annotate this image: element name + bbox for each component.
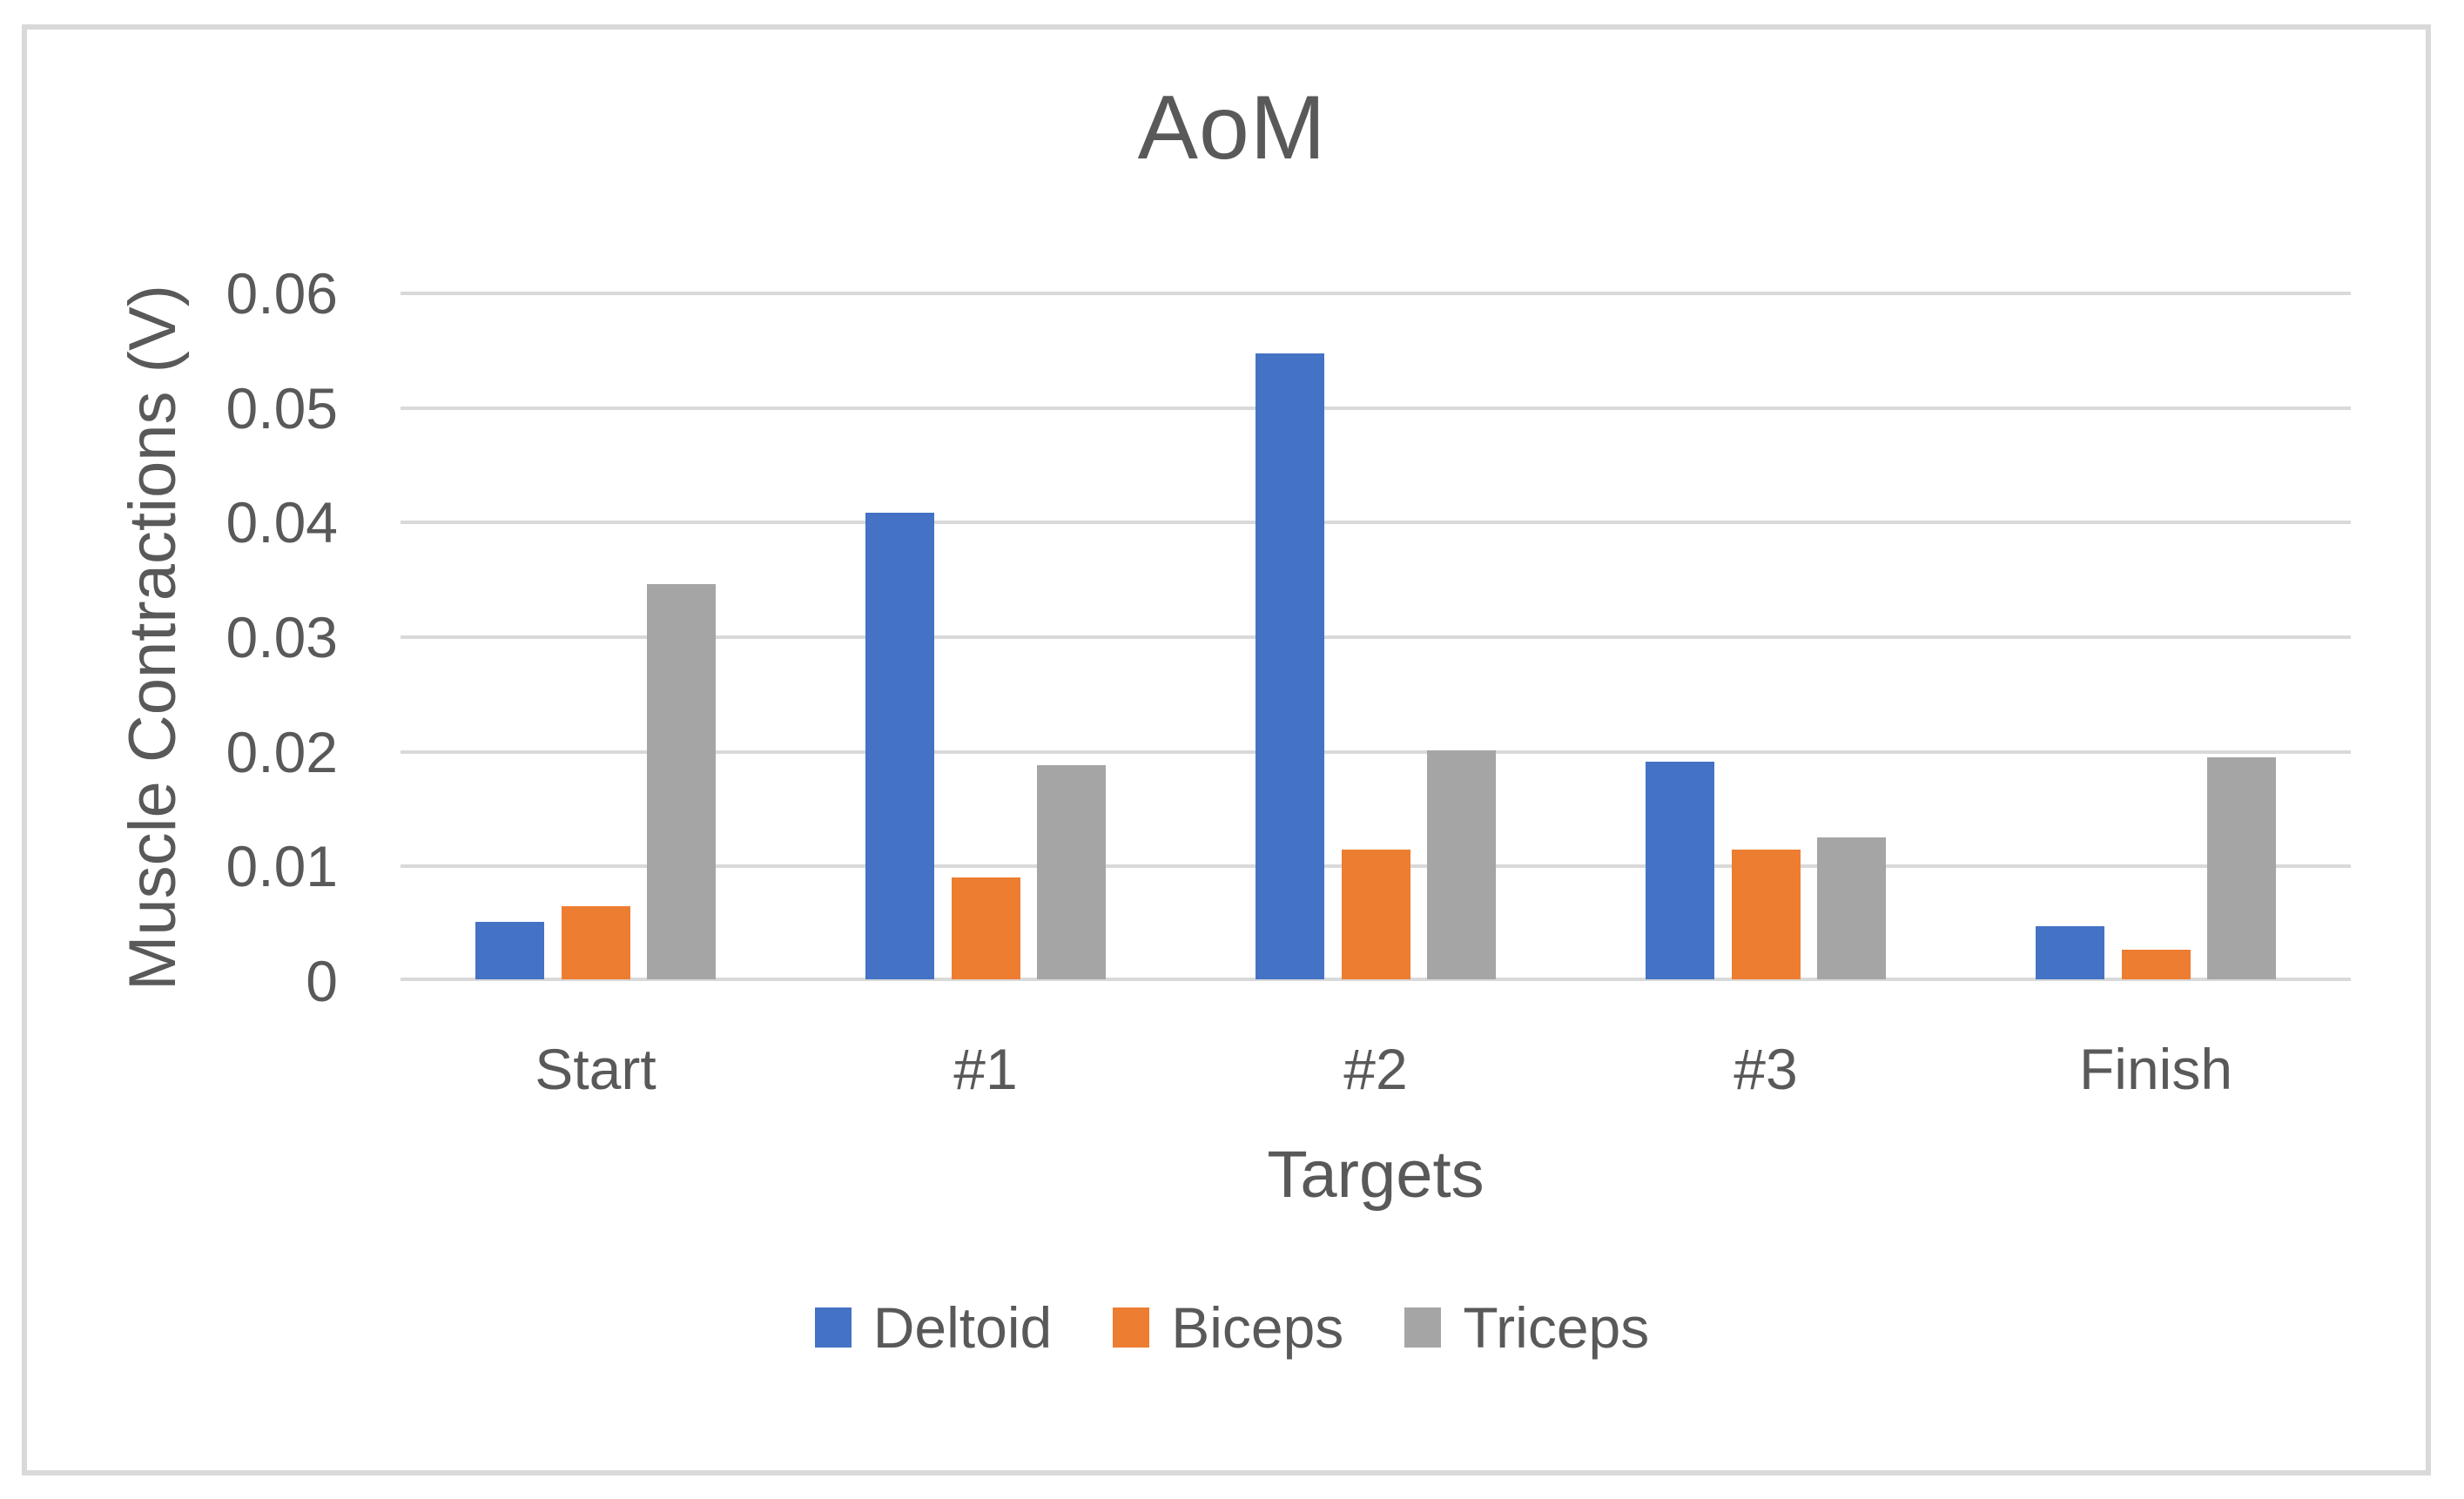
x-axis-category-label: #3 — [1734, 1037, 1798, 1101]
bar-triceps-1 — [647, 583, 717, 979]
y-axis-tick-label: 0.05 — [226, 375, 338, 440]
bar-triceps-2 — [1037, 764, 1107, 979]
legend-marker-biceps — [1113, 1307, 1150, 1348]
y-axis-tick-labels: 0.06 0.05 0.04 0.03 0.02 0.01 0 — [0, 261, 338, 1013]
chart-title: AoM — [1137, 77, 1327, 178]
bar-deltoid-2 — [865, 513, 934, 979]
x-axis-category-label: #2 — [1343, 1037, 1408, 1101]
y-axis-tick-label: 0.03 — [226, 605, 338, 669]
x-axis-title: Targets — [1267, 1138, 1484, 1212]
x-axis-category-label: Finish — [2078, 1037, 2233, 1101]
bar-triceps-5 — [2207, 756, 2277, 979]
legend-label: Triceps — [1463, 1295, 1650, 1360]
bar-biceps-1 — [561, 905, 630, 979]
x-axis-category-labels: Start #1 #2 #3 Finish — [401, 1036, 2351, 1106]
y-axis-tick-label: 0.01 — [226, 834, 338, 899]
legend-marker-deltoid — [814, 1307, 852, 1348]
x-axis-category-label: #1 — [953, 1037, 1018, 1101]
y-axis-tick-label: 0.06 — [226, 261, 338, 326]
legend: Deltoid Biceps Triceps — [0, 1295, 2464, 1360]
bar-deltoid-1 — [475, 922, 544, 979]
legend-marker-triceps — [1404, 1307, 1442, 1348]
bar-triceps-4 — [1817, 837, 1887, 979]
gridline — [401, 635, 2351, 639]
bar-deltoid-3 — [1255, 353, 1324, 979]
legend-label: Biceps — [1171, 1295, 1344, 1360]
gridline — [401, 750, 2351, 754]
legend-item-biceps: Biceps — [1113, 1294, 1343, 1361]
y-axis-tick-label: 0.02 — [226, 719, 338, 784]
bar-deltoid-4 — [1645, 761, 1714, 979]
bar-biceps-4 — [1731, 850, 1801, 979]
y-axis-tick-label: 0 — [306, 949, 338, 1013]
gridline — [401, 406, 2351, 410]
legend-item-triceps: Triceps — [1404, 1294, 1649, 1361]
x-axis-baseline — [401, 978, 2351, 981]
bar-biceps-5 — [2121, 949, 2191, 979]
gridline — [401, 521, 2351, 525]
legend-label: Deltoid — [872, 1295, 1053, 1360]
plot-area — [401, 292, 2351, 981]
x-axis-category-label: Start — [535, 1037, 656, 1101]
bar-triceps-3 — [1427, 750, 1497, 979]
y-axis-tick-label: 0.04 — [226, 490, 338, 555]
bar-biceps-2 — [951, 877, 1020, 979]
gridline — [401, 292, 2351, 295]
chart-frame — [22, 24, 2431, 1475]
bar-deltoid-5 — [2035, 926, 2104, 979]
bar-biceps-3 — [1341, 850, 1410, 979]
legend-item-deltoid: Deltoid — [814, 1294, 1053, 1361]
